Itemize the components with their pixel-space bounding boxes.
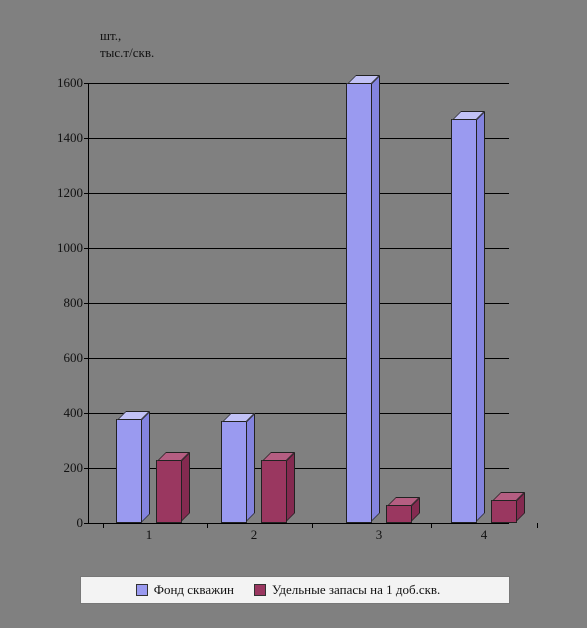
xtick-mark — [431, 523, 432, 528]
gridline — [89, 83, 509, 84]
bar-side-face — [286, 452, 295, 522]
xtick-mark — [537, 523, 538, 528]
bar-1-series-1 — [156, 460, 182, 523]
bar-side-face — [141, 411, 150, 523]
legend-label-series-1: Удельные запасы на 1 доб.скв. — [272, 582, 440, 598]
ytick-mark — [84, 413, 89, 414]
gridline — [89, 358, 509, 359]
ytick-label: 600 — [64, 350, 84, 366]
xtick-mark — [103, 523, 104, 528]
ytick-label: 1600 — [57, 75, 83, 91]
xtick-label: 2 — [251, 527, 258, 543]
ytick-mark — [84, 83, 89, 84]
ytick-mark — [84, 303, 89, 304]
ytick-label: 800 — [64, 295, 84, 311]
bar-4-series-1 — [491, 500, 517, 523]
ytick-label: 1000 — [57, 240, 83, 256]
bar-2-series-0 — [221, 421, 247, 523]
xtick-label: 3 — [376, 527, 383, 543]
chart-canvas: шт., тыс.т/скв. 020040060080010001200140… — [0, 0, 587, 628]
xtick-label: 1 — [146, 527, 153, 543]
ytick-label: 0 — [77, 515, 84, 531]
bar-side-face — [181, 452, 190, 522]
bar-4-series-0 — [451, 119, 477, 523]
ytick-mark — [84, 468, 89, 469]
bar-2-series-1 — [261, 460, 287, 523]
y-axis-title: шт., тыс.т/скв. — [100, 28, 154, 62]
ytick-label: 200 — [64, 460, 84, 476]
legend-swatch-series-0 — [136, 584, 148, 596]
gridline — [89, 303, 509, 304]
ytick-mark — [84, 248, 89, 249]
legend-label-series-0: Фонд скважин — [154, 582, 234, 598]
bar-side-face — [246, 413, 255, 522]
ytick-mark — [84, 523, 89, 524]
bar-side-face — [371, 75, 380, 522]
ytick-mark — [84, 193, 89, 194]
xtick-mark — [312, 523, 313, 528]
xtick-mark — [207, 523, 208, 528]
xtick-label: 4 — [481, 527, 488, 543]
gridline — [89, 248, 509, 249]
bar-1-series-0 — [116, 419, 142, 524]
ytick-mark — [84, 358, 89, 359]
ytick-mark — [84, 138, 89, 139]
ytick-label: 400 — [64, 405, 84, 421]
gridline — [89, 193, 509, 194]
bar-3-series-1 — [386, 505, 412, 523]
legend-swatch-series-1 — [254, 584, 266, 596]
legend: Фонд скважин Удельные запасы на 1 доб.ск… — [80, 576, 510, 604]
ytick-label: 1200 — [57, 185, 83, 201]
bar-side-face — [476, 111, 485, 522]
gridline — [89, 413, 509, 414]
plot-area: 020040060080010001200140016001234 — [88, 83, 509, 524]
gridline — [89, 138, 509, 139]
ytick-label: 1400 — [57, 130, 83, 146]
bar-3-series-0 — [346, 83, 372, 523]
gridline — [89, 468, 509, 469]
